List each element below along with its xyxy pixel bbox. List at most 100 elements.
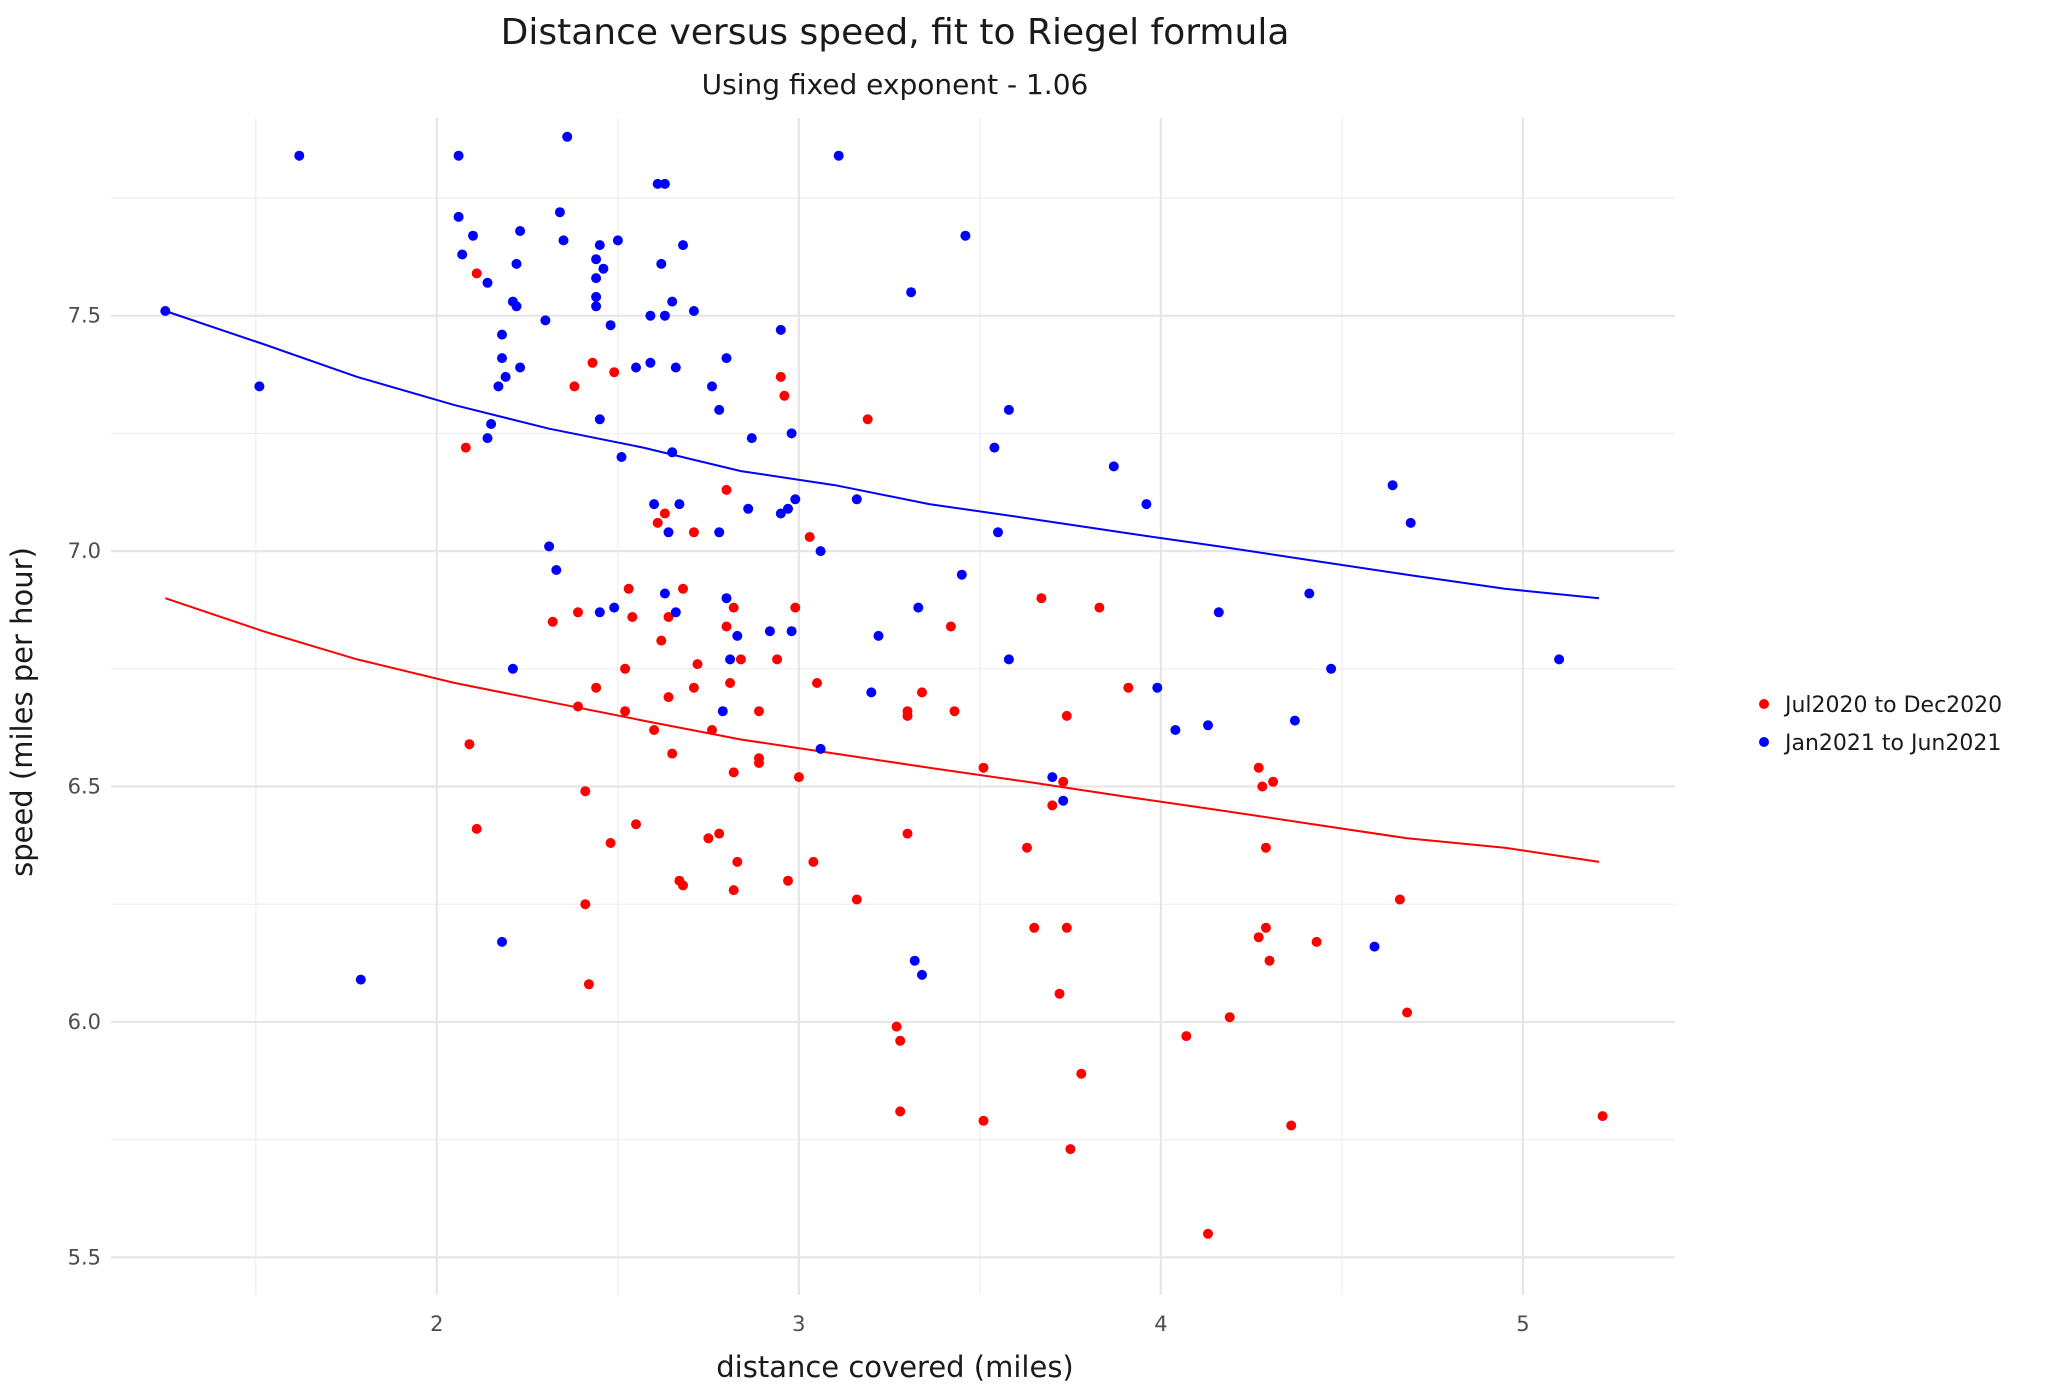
data-point — [754, 758, 764, 768]
data-point — [482, 433, 493, 444]
data-point — [902, 710, 913, 721]
data-point — [609, 367, 620, 378]
data-point — [732, 856, 743, 867]
x-tick-label: 2 — [430, 1312, 443, 1336]
data-point — [721, 353, 732, 364]
data-point — [714, 527, 725, 538]
data-point — [1286, 1120, 1297, 1131]
data-point — [1058, 776, 1069, 787]
data-point — [1369, 941, 1380, 952]
data-point — [1554, 654, 1565, 665]
data-point — [989, 442, 1000, 453]
data-point — [605, 320, 616, 331]
data-point — [1203, 1228, 1213, 1239]
data-point — [670, 607, 681, 618]
data-point — [913, 602, 924, 613]
data-point — [891, 1021, 902, 1032]
data-point — [790, 602, 801, 613]
data-point — [493, 381, 504, 392]
data-point — [772, 654, 783, 665]
data-point — [714, 404, 725, 415]
x-tick-label: 5 — [1516, 1312, 1529, 1336]
data-point — [728, 885, 739, 896]
data-point — [594, 414, 605, 425]
data-point — [808, 856, 819, 867]
data-point — [551, 565, 562, 575]
data-point — [667, 447, 678, 458]
data-point — [1061, 710, 1072, 721]
legend-marker — [1759, 699, 1769, 709]
data-point — [1257, 781, 1268, 792]
fit-curves — [164, 310, 1600, 863]
data-point — [645, 310, 656, 321]
y-tick-label: 7.0 — [68, 539, 101, 563]
data-point — [656, 258, 667, 269]
x-tick-label: 3 — [792, 1312, 805, 1336]
data-point — [746, 433, 757, 444]
data-point — [678, 583, 688, 594]
data-point — [790, 494, 801, 505]
data-point — [507, 663, 518, 674]
data-point — [453, 211, 464, 222]
data-point — [1289, 715, 1300, 726]
data-point — [754, 706, 764, 717]
fit-curve-line — [164, 597, 1600, 863]
data-point — [1058, 795, 1069, 806]
data-point — [692, 659, 703, 670]
data-point — [515, 362, 526, 373]
data-point — [678, 880, 688, 891]
data-point — [583, 979, 594, 990]
data-point — [902, 828, 913, 839]
data-point — [1141, 499, 1152, 510]
y-tick-label: 5.5 — [68, 1245, 101, 1269]
data-point — [779, 390, 790, 401]
data-point — [652, 178, 663, 189]
data-point — [1402, 1007, 1413, 1018]
data-point — [895, 1106, 906, 1117]
data-point — [663, 612, 674, 622]
data-point — [515, 226, 526, 236]
data-point — [511, 258, 522, 269]
data-point — [732, 630, 743, 641]
data-point — [775, 371, 786, 382]
data-point — [1260, 842, 1271, 853]
data-point — [294, 150, 305, 161]
data-point — [659, 588, 670, 599]
data-point — [978, 1115, 989, 1126]
data-point — [786, 428, 797, 439]
data-point — [1054, 988, 1065, 999]
data-point — [460, 442, 471, 453]
data-point — [471, 823, 482, 834]
data-point — [775, 508, 786, 519]
chart-subtitle: Using fixed exponent - 1.06 — [702, 68, 1089, 101]
data-point — [743, 503, 754, 514]
data-point — [620, 706, 631, 717]
data-point — [1047, 772, 1058, 783]
data-point — [623, 583, 634, 594]
data-point — [540, 315, 551, 326]
data-point — [254, 381, 265, 392]
data-point — [649, 499, 660, 510]
data-point — [591, 682, 602, 693]
data-point — [500, 371, 511, 382]
data-point — [547, 616, 558, 627]
data-point — [1326, 663, 1337, 674]
data-point — [815, 743, 826, 754]
data-point — [783, 875, 793, 886]
data-point — [917, 969, 927, 980]
data-point — [674, 499, 685, 510]
data-point — [1264, 955, 1275, 966]
data-point — [1394, 894, 1405, 905]
data-point — [906, 287, 917, 298]
data-point — [866, 687, 877, 698]
data-point — [631, 362, 641, 373]
data-point — [783, 503, 793, 514]
legend-label: Jul2020 to Dec2020 — [1783, 693, 2002, 718]
data-point — [598, 263, 609, 274]
data-point — [1065, 1144, 1076, 1155]
data-point — [482, 277, 493, 288]
data-point — [1047, 800, 1058, 811]
data-point — [703, 833, 714, 844]
data-point — [594, 607, 605, 618]
